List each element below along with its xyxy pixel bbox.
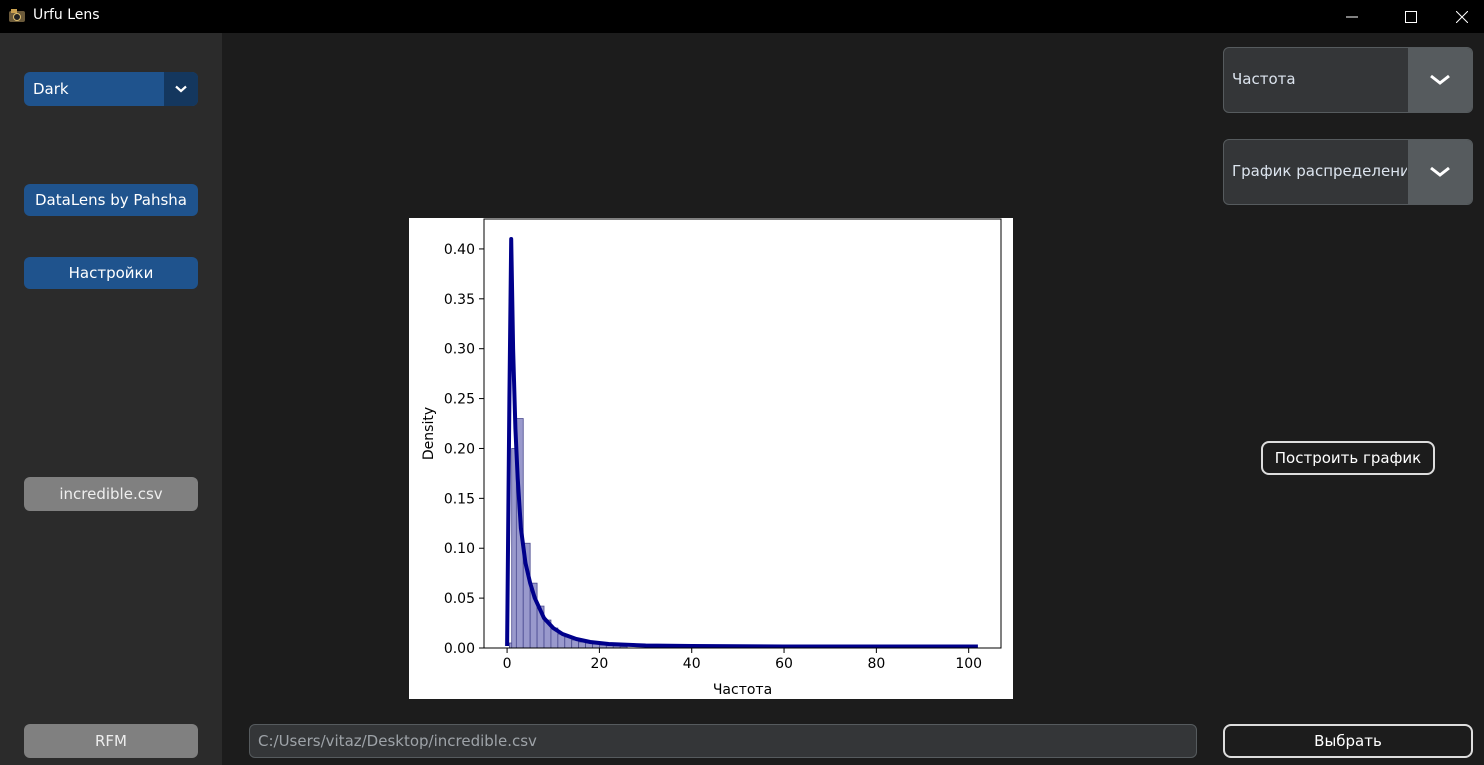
maximize-button[interactable] [1381, 0, 1441, 33]
y-tick-label: 0.25 [444, 392, 475, 408]
y-tick-label: 0.10 [444, 541, 475, 557]
title-bar: Urfu Lens [0, 0, 1484, 33]
settings-button[interactable]: Настройки [24, 257, 198, 289]
y-tick-label: 0.20 [444, 441, 475, 457]
sidebar [0, 33, 222, 765]
y-axis-label: Density [421, 407, 437, 460]
build-plot-button[interactable]: Построить график [1261, 441, 1435, 475]
plot-type-select-value: График распределения [1232, 162, 1407, 180]
x-axis-label: Частота [713, 682, 772, 698]
window-title: Urfu Lens [33, 7, 100, 23]
y-tick-label: 0.30 [444, 342, 475, 358]
y-tick-label: 0.35 [444, 292, 475, 308]
close-icon [1456, 10, 1468, 23]
histogram-bars [508, 418, 628, 649]
file-button[interactable]: incredible.csv [24, 477, 198, 511]
plot-type-select[interactable]: График распределения [1223, 139, 1473, 205]
x-axis-ticks: 0 20 40 60 80 100 [503, 648, 982, 672]
chevron-down-icon [1430, 74, 1450, 85]
theme-select-value: Dark [33, 80, 69, 98]
theme-select-toggle[interactable] [164, 72, 198, 106]
plot-type-select-toggle[interactable] [1408, 140, 1472, 204]
column-select-value: Частота [1232, 70, 1296, 88]
y-tick-label: 0.40 [444, 242, 475, 258]
datalens-button[interactable]: DataLens by Pahsha [24, 184, 198, 216]
y-tick-label: 0.05 [444, 591, 475, 607]
file-path-value: C:/Users/vitaz/Desktop/incredible.csv [258, 732, 537, 750]
maximize-icon [1405, 10, 1417, 23]
y-tick-label: 0.00 [444, 641, 475, 657]
x-tick-label: 0 [503, 656, 512, 672]
column-select-toggle[interactable] [1408, 48, 1472, 112]
file-path-input[interactable]: C:/Users/vitaz/Desktop/incredible.csv [249, 724, 1197, 758]
x-tick-label: 40 [683, 656, 701, 672]
x-tick-label: 20 [590, 656, 608, 672]
app-logo-icon [9, 9, 25, 22]
close-button[interactable] [1440, 0, 1484, 33]
x-tick-label: 80 [867, 656, 885, 672]
distribution-plot: 0 20 40 60 80 100 0.00 0.05 0.10 0.15 0.20 0.25 0.3… [409, 218, 1013, 699]
y-tick-label: 0.15 [444, 491, 475, 507]
distribution-chart: 0 20 40 60 80 100 0.00 0.05 0.10 0.15 0.20 0.25 0.3… [421, 218, 1002, 698]
theme-select[interactable]: Dark [24, 72, 198, 106]
column-select[interactable]: Частота [1223, 47, 1473, 113]
y-axis-ticks: 0.00 0.05 0.10 0.15 0.20 0.25 0.30 0.35 0.40 [444, 242, 484, 657]
chevron-down-icon [175, 85, 187, 93]
x-tick-label: 100 [955, 656, 982, 672]
hist-bar [578, 641, 586, 649]
axes-frame [483, 218, 1002, 649]
minimize-icon [1346, 16, 1358, 17]
kde-line [505, 237, 978, 649]
x-tick-label: 60 [775, 656, 793, 672]
minimize-button[interactable] [1322, 0, 1382, 33]
rfm-button[interactable]: RFM [24, 724, 198, 758]
choose-file-button[interactable]: Выбрать [1223, 724, 1473, 758]
chevron-down-icon [1430, 166, 1450, 177]
